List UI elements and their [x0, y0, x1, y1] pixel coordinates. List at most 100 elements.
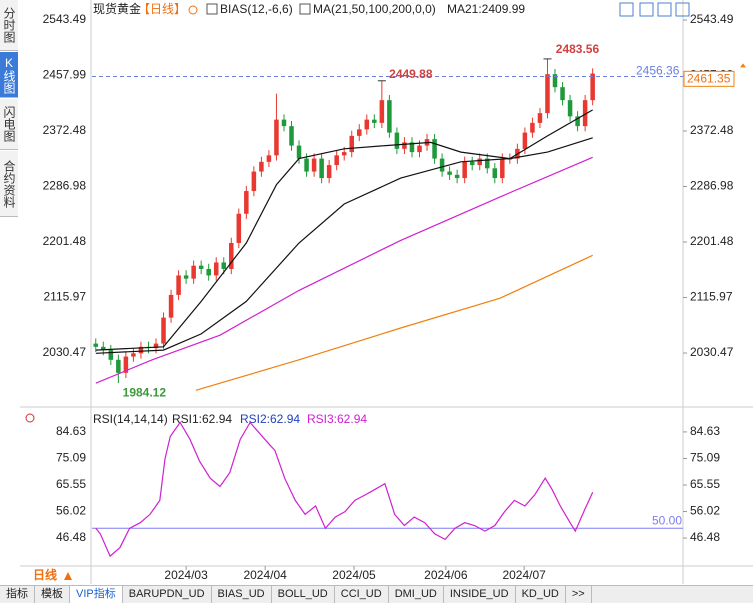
ma-line: [95, 137, 593, 354]
y-tick-label-right: 2030.47: [690, 345, 734, 359]
candle-body: [274, 119, 279, 156]
candle-body: [289, 126, 294, 146]
add-icon[interactable]: [188, 5, 198, 15]
candle-body: [334, 155, 339, 166]
candle-body: [409, 142, 415, 153]
ma21-legend: MA21:2409.99: [447, 2, 525, 16]
candle-body: [357, 129, 362, 136]
rsi-legend: RSI3:62.94: [307, 412, 367, 426]
candle-body: [198, 265, 204, 269]
y-tick-label: 84.63: [56, 424, 86, 438]
tab[interactable]: INSIDE_UD: [444, 586, 516, 603]
high-label: 2483.56: [556, 42, 600, 56]
period-button[interactable]: 日线: [33, 567, 57, 582]
tab-intraday[interactable]: 分时图: [0, 0, 18, 51]
tab[interactable]: BIAS_UD: [212, 586, 272, 603]
tab[interactable]: VIP指标: [70, 586, 123, 603]
tab[interactable]: 模板: [35, 586, 70, 603]
tab[interactable]: DMI_UD: [389, 586, 444, 603]
candle-body: [176, 275, 181, 295]
candle-body: [161, 317, 166, 344]
candle-body: [341, 152, 347, 156]
candle-body: [379, 100, 385, 123]
y-tick-label-right: 2201.48: [690, 234, 734, 248]
checkbox[interactable]: [206, 3, 218, 15]
candle-body: [387, 100, 392, 133]
rsi-icon[interactable]: [25, 413, 35, 423]
candle-body: [251, 171, 257, 192]
candle-body: [319, 158, 324, 179]
candle-body: [364, 119, 370, 130]
candle-body: [93, 343, 99, 347]
tab[interactable]: BARUPDN_UD: [123, 586, 212, 603]
y-tick-label: 75.09: [56, 451, 86, 465]
candle-body: [266, 155, 272, 162]
toolbar[interactable]: [619, 2, 690, 17]
x-tick-label: 2024/03: [164, 568, 208, 582]
x-tick-label: 2024/06: [424, 568, 468, 582]
tab-kline[interactable]: K线图: [0, 52, 18, 98]
candle-body: [259, 161, 264, 172]
candle-body: [484, 158, 490, 169]
ma-line: [195, 254, 593, 391]
candle-body: [191, 265, 196, 279]
tab-bar: 指标 模板 VIP指标 BARUPDN_UD BIAS_UD BOLL_UD CCI_UD D…: [0, 585, 753, 603]
y-tick-label: 2372.48: [43, 123, 87, 137]
tab[interactable]: BOLL_UD: [272, 586, 335, 603]
tab[interactable]: >>: [566, 586, 592, 603]
period[interactable]: 【日线】: [138, 2, 186, 16]
candle-body: [492, 168, 498, 179]
rsi-legend: RSI1:62.94: [172, 412, 232, 426]
y-tick-label: 2286.98: [43, 179, 87, 193]
symbol: 现货黄金: [93, 1, 141, 16]
tab[interactable]: KD_UD: [516, 586, 566, 603]
candle-body: [221, 262, 227, 269]
checkbox[interactable]: [299, 3, 311, 15]
candle-body: [582, 100, 588, 127]
candle-body: [116, 359, 121, 373]
y-tick-label: 2457.99: [43, 68, 87, 82]
candle-body: [530, 122, 535, 133]
rsi-line: [95, 421, 594, 558]
candle-body: [138, 346, 144, 354]
last-price-arrow: [740, 63, 746, 68]
candle-body: [153, 343, 159, 349]
candle-body: [394, 132, 400, 149]
candle-body: [522, 132, 528, 149]
y-tick-label: 2201.48: [43, 234, 87, 248]
candle-body: [567, 100, 573, 117]
x-tick-label: 2024/07: [502, 568, 546, 582]
candle-body: [101, 346, 106, 351]
candle-body: [168, 294, 174, 318]
x-tick-label: 2024/05: [332, 568, 376, 582]
x-tick-label: 2024/04: [243, 568, 287, 582]
period-arrow[interactable]: [64, 572, 72, 580]
tab-flash[interactable]: 闪电图: [0, 99, 18, 150]
y-tick-label: 2030.47: [43, 345, 87, 359]
candle-body: [213, 262, 219, 276]
candle-body: [402, 142, 407, 149]
candle-body: [545, 74, 550, 114]
candle-body: [206, 268, 211, 276]
y-tick-label-right: 84.63: [690, 424, 720, 438]
candle-body: [462, 161, 467, 179]
candle-body: [108, 350, 114, 360]
y-tick-label-right: 75.09: [690, 451, 720, 465]
candle-body: [281, 119, 287, 127]
y-tick-label: 65.55: [56, 477, 86, 491]
bias-legend: BIAS(12,-6,6): [220, 2, 293, 16]
tab-contract[interactable]: 合约资料: [0, 151, 18, 217]
candle-body: [304, 158, 309, 172]
ma-line: [95, 156, 593, 384]
candle-body: [326, 165, 332, 179]
y-tick-label-right: 56.02: [690, 504, 720, 518]
y-tick-label: 2115.97: [44, 290, 87, 304]
candle-body: [417, 145, 422, 153]
candle-body: [439, 158, 445, 172]
tab[interactable]: CCI_UD: [335, 586, 389, 603]
last-price-box: [683, 70, 735, 87]
y-tick-label-right: 2286.98: [690, 179, 734, 193]
tab[interactable]: 指标: [0, 586, 35, 603]
y-tick-label-right: 2372.48: [690, 123, 734, 137]
